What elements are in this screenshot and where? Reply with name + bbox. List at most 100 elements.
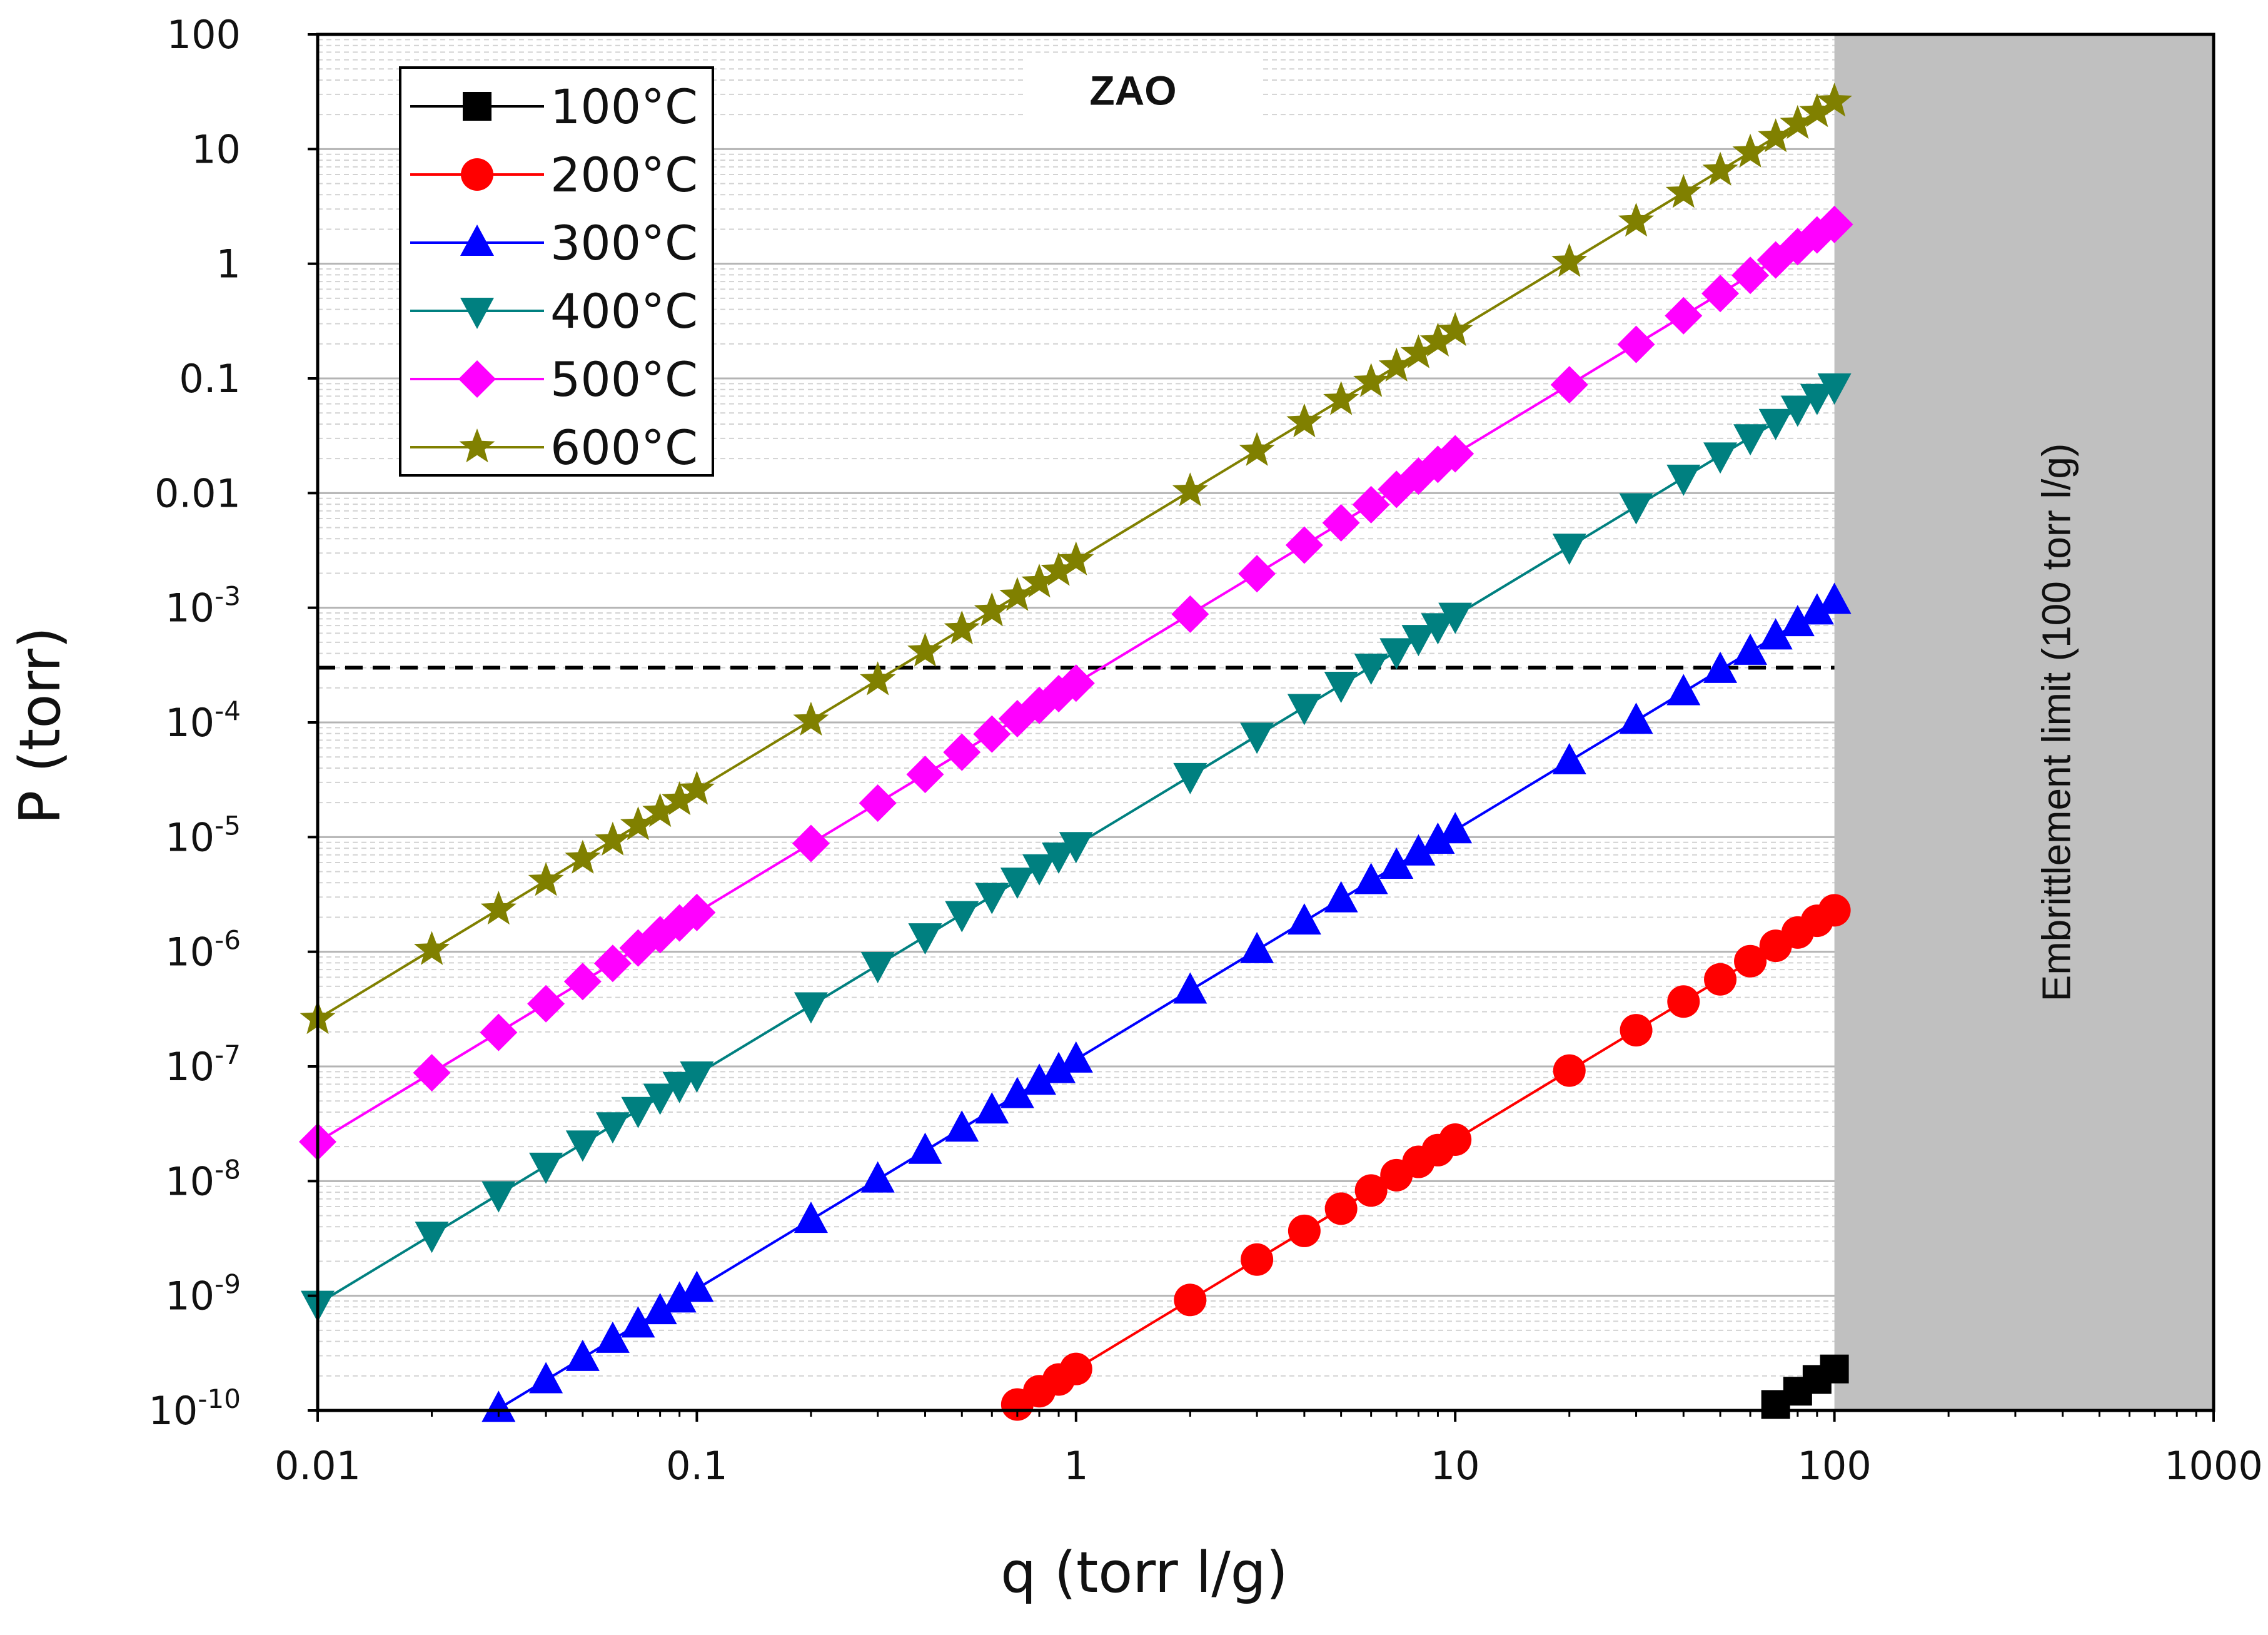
data-point	[595, 1112, 630, 1144]
data-point	[1702, 151, 1738, 186]
data-point	[1780, 605, 1815, 637]
data-point	[1758, 408, 1793, 440]
data-point	[1817, 373, 1852, 405]
data-point	[1758, 118, 1794, 153]
data-point	[975, 1092, 1009, 1124]
data-point	[944, 610, 980, 645]
data-point	[1324, 671, 1358, 703]
legend-label: 200°C	[550, 147, 698, 203]
data-point	[793, 701, 829, 736]
data-point	[680, 1061, 714, 1093]
series-100°C	[1761, 1354, 1849, 1419]
data-point	[481, 1390, 516, 1422]
data-point	[1286, 403, 1323, 438]
data-point	[1421, 613, 1455, 645]
data-point	[1703, 442, 1738, 474]
data-point	[794, 1202, 828, 1233]
data-point	[1550, 366, 1588, 404]
legend-label: 100°C	[550, 79, 698, 134]
data-point	[1171, 595, 1209, 633]
legend-box	[399, 66, 714, 477]
data-point	[642, 792, 678, 828]
data-point	[1436, 435, 1474, 473]
data-point	[945, 1110, 979, 1142]
data-point	[1173, 972, 1207, 1004]
data-point	[1620, 1014, 1653, 1047]
y-tick-label: 100	[167, 12, 241, 58]
data-point	[621, 1306, 655, 1338]
data-point	[678, 771, 715, 805]
data-point	[1240, 722, 1274, 754]
embrittlement-region	[1834, 34, 2214, 1410]
x-tick-label: 100	[1797, 1443, 1871, 1489]
y-tick-label: 0.01	[154, 470, 241, 516]
series-200°C	[1000, 894, 1851, 1421]
legend-marker	[459, 428, 495, 463]
data-point	[1758, 618, 1793, 650]
data-point	[1780, 104, 1816, 139]
data-point	[1552, 534, 1586, 565]
data-point	[1818, 894, 1851, 927]
data-point	[973, 715, 1011, 753]
legend-label: 600°C	[550, 420, 698, 475]
data-point	[1173, 762, 1207, 794]
data-point	[1400, 334, 1436, 368]
data-point	[481, 1181, 516, 1213]
data-point	[662, 781, 698, 816]
data-point	[643, 1083, 677, 1115]
data-point	[1401, 625, 1436, 657]
data-point	[529, 1362, 563, 1394]
y-tick-label: 1	[216, 241, 241, 287]
data-point	[1000, 868, 1034, 899]
data-point	[1421, 822, 1455, 854]
legend-label: 500°C	[550, 352, 698, 407]
legend-marker	[460, 298, 494, 329]
data-point	[1401, 834, 1436, 866]
y-tick-exponent: -4	[214, 696, 241, 726]
data-point	[1059, 1352, 1092, 1385]
data-point	[1239, 432, 1275, 466]
x-axis-ticks: 0.01 0.1 1 10 100 1000	[275, 1410, 2263, 1489]
data-point	[906, 756, 944, 794]
data-point	[1172, 472, 1208, 507]
data-point	[1354, 653, 1388, 685]
series-layer	[299, 83, 1853, 1422]
data-point	[1022, 854, 1057, 886]
data-point	[859, 784, 897, 822]
y-tick-exponent: -6	[214, 925, 241, 956]
y-tick-label: 10	[191, 126, 241, 172]
y-tick-label: 0.1	[179, 356, 241, 402]
data-point	[1617, 325, 1655, 363]
data-point	[1041, 552, 1077, 586]
y-tick-exponent: -3	[214, 581, 241, 612]
series-line	[495, 599, 1835, 1412]
data-point	[1618, 203, 1655, 237]
y-tick-exponent: -8	[214, 1154, 241, 1185]
data-point	[1666, 674, 1701, 706]
data-point	[527, 985, 565, 1023]
data-point	[908, 1132, 942, 1164]
series-300°C	[481, 582, 1852, 1422]
data-point	[1058, 541, 1094, 575]
y-tick-label: 10-3	[165, 581, 241, 631]
y-tick-exponent: -7	[214, 1040, 241, 1070]
y-tick-label: 10-7	[165, 1040, 241, 1090]
legend-marker	[458, 360, 496, 398]
data-point	[1731, 256, 1770, 295]
data-point	[1437, 311, 1473, 347]
annotation-zao: ZAO	[1089, 67, 1176, 113]
data-point	[1322, 504, 1360, 542]
data-point	[1000, 1076, 1034, 1108]
data-point	[1619, 493, 1653, 525]
data-point	[1553, 1054, 1586, 1087]
data-point	[974, 592, 1010, 627]
data-point	[1059, 1041, 1093, 1073]
legend-marker	[460, 225, 494, 256]
data-point	[1378, 347, 1414, 382]
data-point	[1817, 582, 1852, 614]
data-point	[1800, 593, 1834, 625]
data-point	[643, 1293, 677, 1325]
data-point	[528, 862, 564, 896]
data-point	[563, 963, 602, 1001]
y-axis-title: P (torr)	[8, 627, 73, 824]
